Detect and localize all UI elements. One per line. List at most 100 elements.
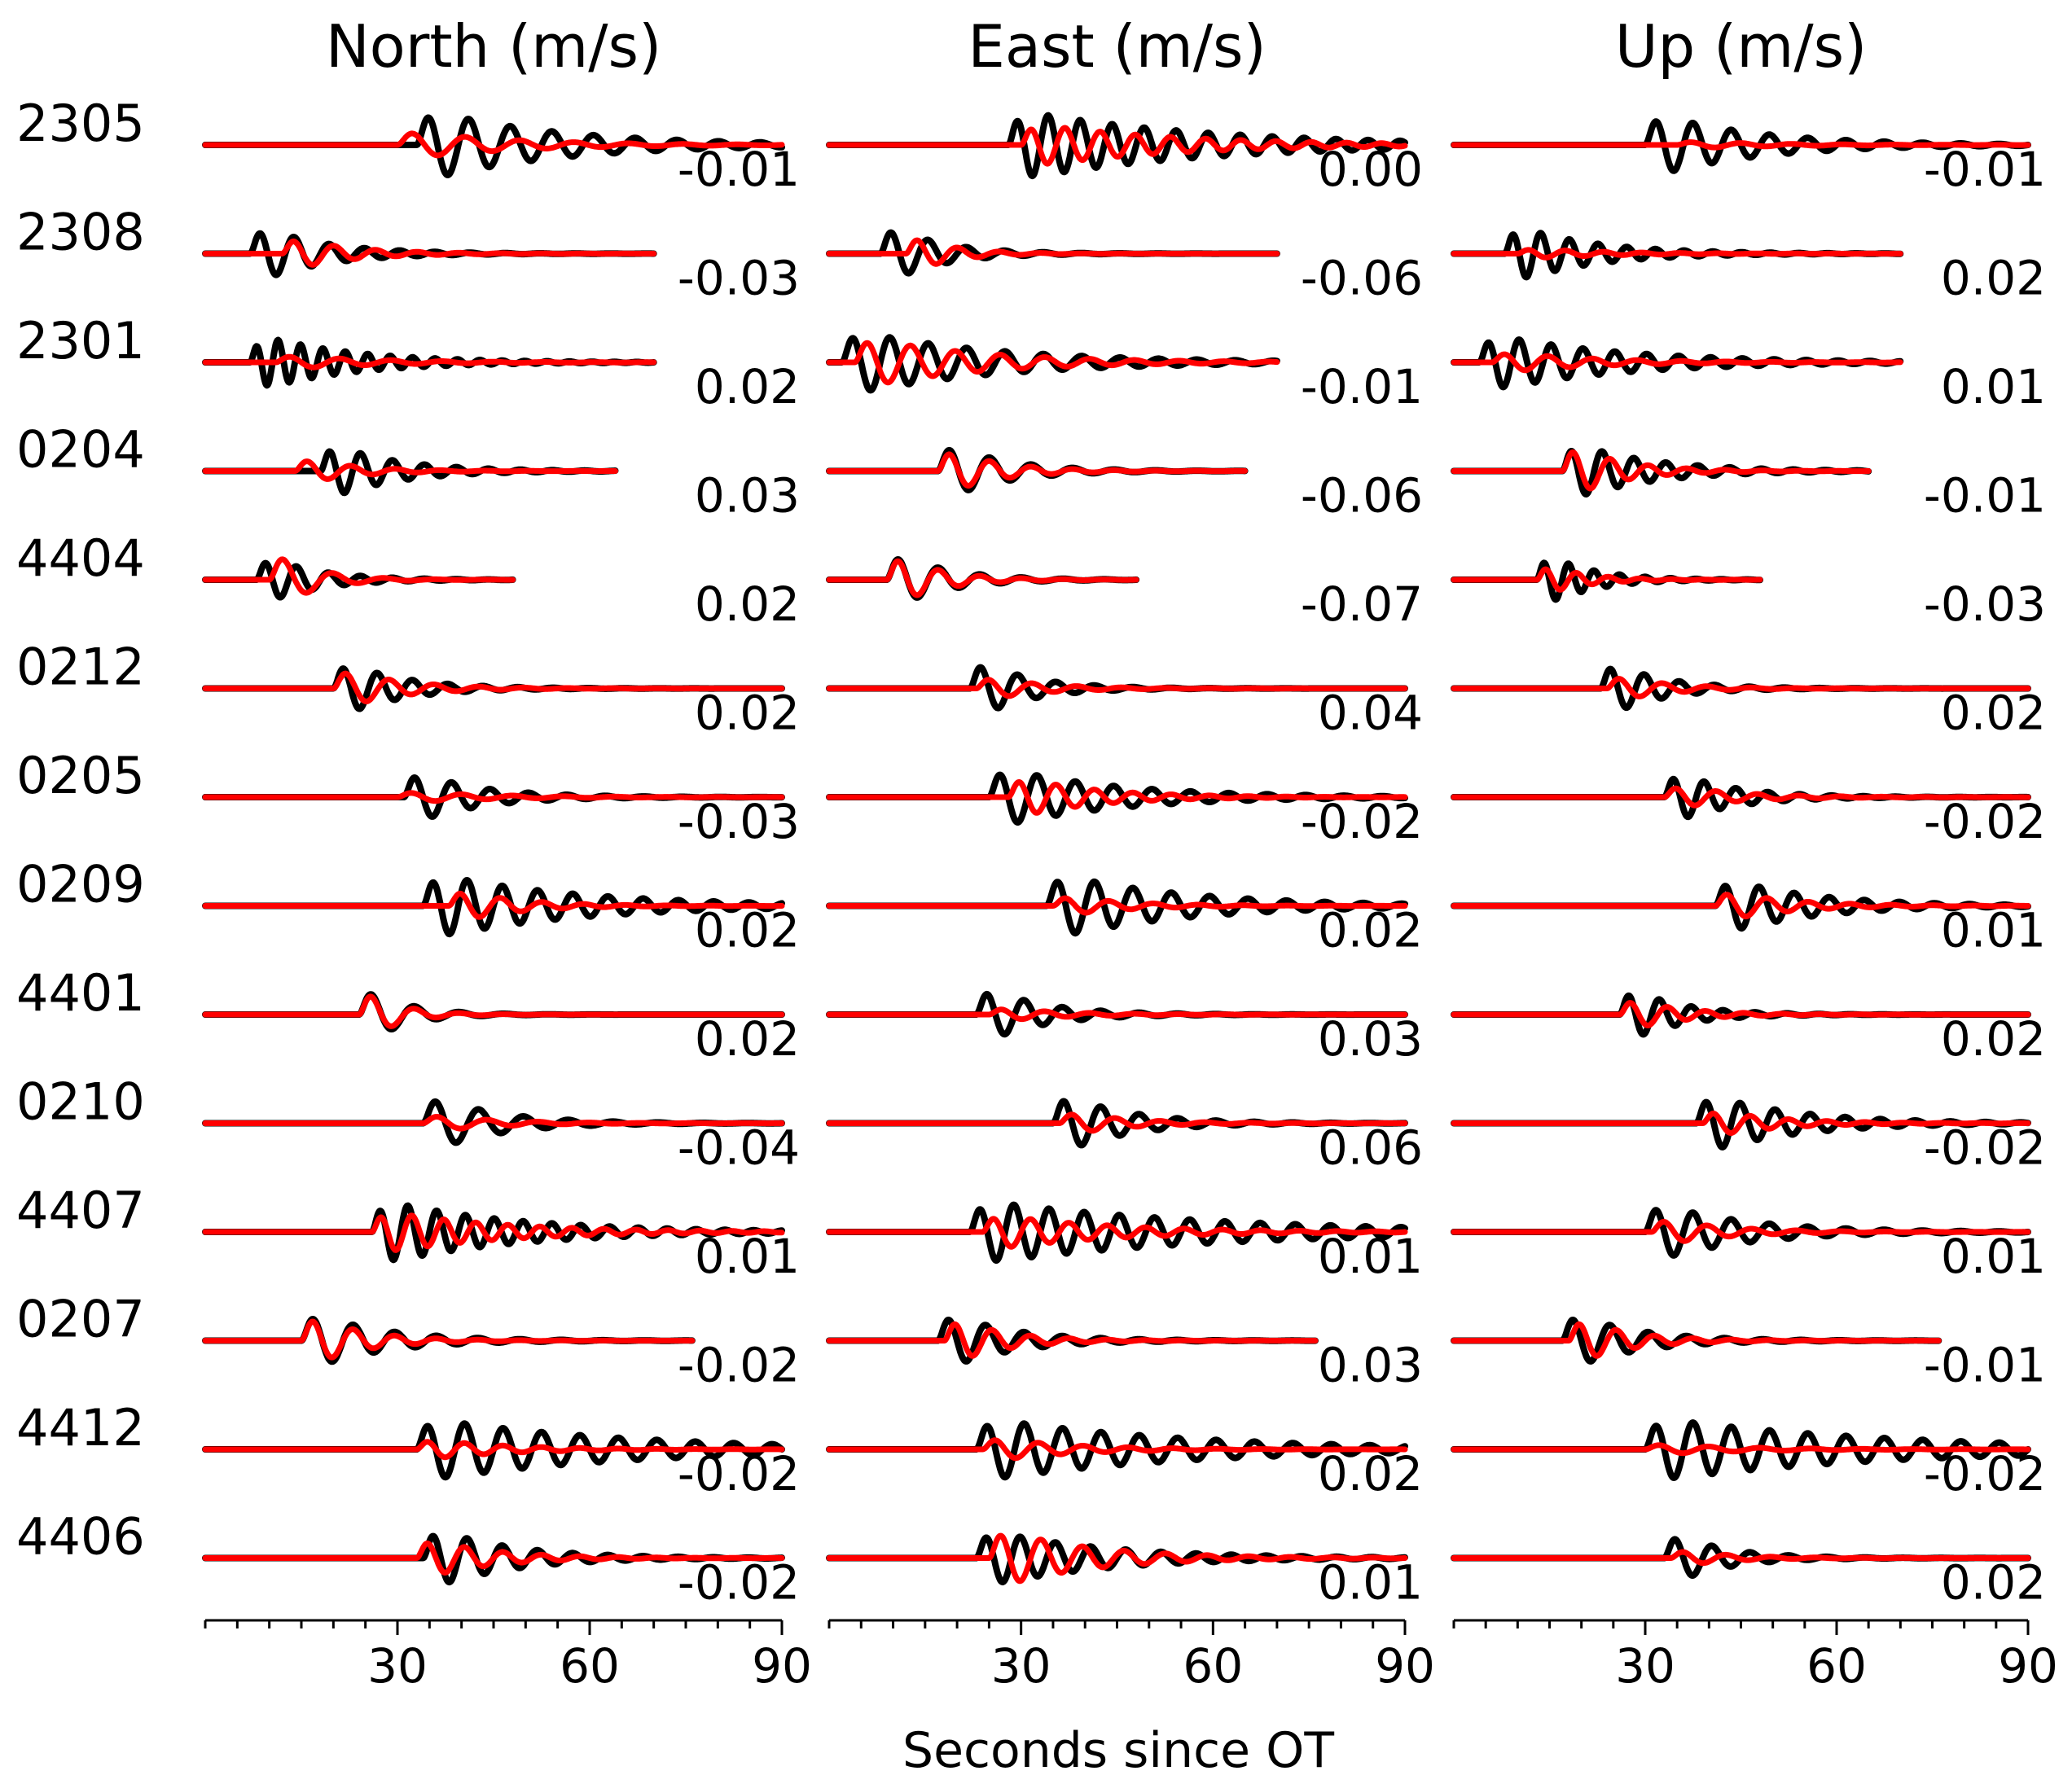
- amplitude-value: -0.02: [1924, 1120, 2046, 1176]
- amplitude-value: -0.03: [678, 251, 800, 306]
- amplitude-value: 0.02: [1941, 686, 2046, 741]
- synthetic-trace: [826, 237, 1280, 267]
- synthetic-trace: [202, 890, 785, 920]
- amplitude-value: 0.01: [1318, 1555, 1423, 1611]
- amplitude-value: -0.02: [678, 1338, 800, 1393]
- synthetic-trace: [1451, 566, 1763, 593]
- synthetic-trace: [1451, 892, 2031, 920]
- synthetic-trace: [202, 1212, 785, 1253]
- amplitude-value: 0.02: [695, 359, 800, 414]
- synthetic-trace: [1451, 1549, 2031, 1567]
- amplitude-value: 0.02: [695, 1011, 800, 1067]
- panel-title: Up (m/s): [1615, 12, 1867, 81]
- synthetic-trace: [202, 556, 516, 596]
- synthetic-trace: [202, 238, 657, 268]
- synthetic-trace: [1451, 676, 2031, 699]
- synthetic-trace: [202, 1541, 785, 1576]
- station-label: 0210: [16, 1072, 145, 1132]
- station-label: 2308: [16, 203, 145, 262]
- amplitude-value: 0.02: [1318, 1446, 1423, 1501]
- amplitude-value: 0.01: [695, 1229, 800, 1284]
- synthetic-trace: [202, 1439, 785, 1461]
- amplitude-value: -0.02: [678, 1446, 800, 1501]
- station-label: 0205: [16, 746, 145, 805]
- synthetic-trace: [1451, 1219, 2031, 1244]
- synthetic-trace: [1451, 247, 1903, 261]
- station-label: 2305: [16, 94, 145, 153]
- amplitude-value: -0.02: [678, 1555, 800, 1611]
- amplitude-value: -0.04: [678, 1120, 800, 1176]
- amplitude-value: -0.01: [1924, 142, 2046, 197]
- panel-title: East (m/s): [968, 12, 1266, 81]
- x-tick-label: 60: [560, 1638, 620, 1694]
- station-label: 4412: [16, 1398, 145, 1457]
- synthetic-trace: [826, 677, 1408, 699]
- amplitude-value: 0.03: [1318, 1338, 1423, 1393]
- amplitude-value: 0.01: [1941, 903, 2046, 958]
- synthetic-trace: [826, 1437, 1408, 1462]
- synthetic-trace: [1451, 1000, 2031, 1028]
- synthetic-trace: [1451, 1321, 1942, 1359]
- amplitude-value: -0.03: [1924, 576, 2046, 632]
- synthetic-trace: [826, 1216, 1408, 1250]
- synthetic-trace: [826, 779, 1408, 816]
- amplitude-value: 0.02: [1941, 251, 2046, 306]
- synthetic-trace: [826, 1532, 1408, 1585]
- synthetic-trace: [1451, 139, 2031, 151]
- synthetic-trace: [1451, 1111, 2031, 1136]
- station-label: 4404: [16, 528, 145, 588]
- amplitude-value: 0.04: [1318, 686, 1423, 741]
- synthetic-trace: [1451, 1442, 2031, 1457]
- station-label: 0209: [16, 855, 145, 914]
- amplitude-value: 0.01: [1318, 1229, 1423, 1284]
- station-label: 4401: [16, 963, 145, 1023]
- synthetic-trace: [202, 993, 785, 1029]
- amplitude-value: -0.01: [1301, 359, 1423, 414]
- station-label: 4407: [16, 1181, 145, 1240]
- amplitude-value: -0.02: [1301, 794, 1423, 849]
- amplitude-value: -0.06: [1301, 468, 1423, 524]
- synthetic-trace: [826, 1321, 1319, 1359]
- amplitude-value: -0.01: [678, 142, 800, 197]
- synthetic-trace: [202, 353, 657, 370]
- amplitude-value: 0.00: [1318, 142, 1423, 197]
- synthetic-trace: [202, 458, 618, 482]
- amplitude-value: 0.02: [695, 576, 800, 632]
- amplitude-value: -0.03: [678, 794, 800, 849]
- panel-title: North (m/s): [326, 12, 661, 81]
- amplitude-value: -0.02: [1924, 794, 2046, 849]
- amplitude-value: 0.01: [1941, 359, 2046, 414]
- amplitude-value: 0.02: [1941, 1555, 2046, 1611]
- station-label: 0212: [16, 638, 145, 697]
- synthetic-trace: [826, 1006, 1408, 1023]
- synthetic-trace: [826, 895, 1408, 916]
- amplitude-value: -0.06: [1301, 251, 1423, 306]
- synthetic-trace: [202, 670, 785, 704]
- synthetic-trace: [1451, 785, 2031, 809]
- x-tick-label: 60: [1806, 1638, 1867, 1694]
- synthetic-trace: [202, 1114, 785, 1132]
- x-tick-label: 30: [991, 1638, 1051, 1694]
- station-label: 2301: [16, 311, 145, 370]
- x-tick-label: 90: [1998, 1638, 2058, 1694]
- synthetic-trace: [826, 125, 1408, 167]
- amplitude-value: 0.02: [695, 686, 800, 741]
- station-label: 4406: [16, 1507, 145, 1567]
- synthetic-trace: [1451, 449, 1872, 492]
- x-axis-label: Seconds since OT: [902, 1722, 1334, 1779]
- amplitude-value: -0.01: [1924, 468, 2046, 524]
- amplitude-value: 0.02: [1318, 903, 1423, 958]
- synthetic-trace: [1451, 351, 1903, 374]
- station-label: 0207: [16, 1290, 145, 1349]
- synthetic-trace: [202, 790, 785, 804]
- x-tick-label: 30: [1615, 1638, 1675, 1694]
- amplitude-value: 0.02: [1941, 1011, 2046, 1067]
- amplitude-value: 0.03: [1318, 1011, 1423, 1067]
- x-tick-label: 30: [367, 1638, 428, 1694]
- amplitude-value: 0.06: [1318, 1120, 1423, 1176]
- x-tick-label: 90: [1375, 1638, 1435, 1694]
- synthetic-trace: [202, 1318, 696, 1361]
- amplitude-value: 0.03: [695, 468, 800, 524]
- amplitude-value: -0.07: [1301, 576, 1423, 632]
